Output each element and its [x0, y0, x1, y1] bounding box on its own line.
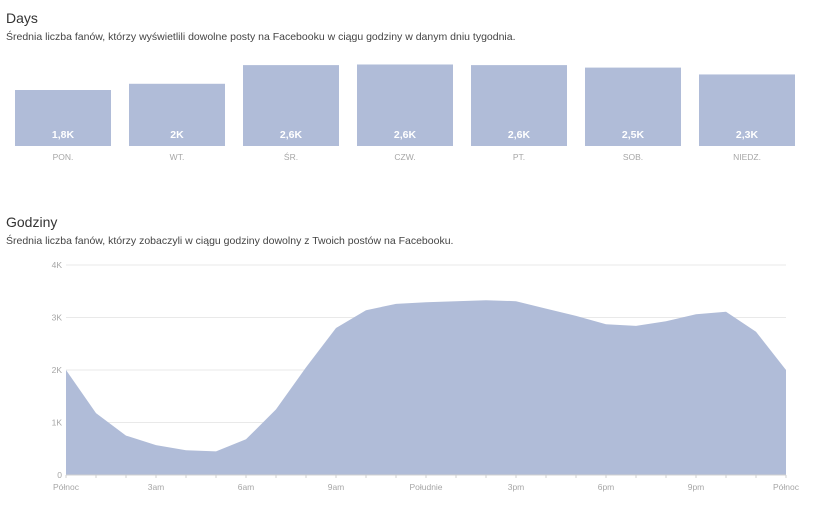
hour-data-point[interactable] — [424, 300, 428, 304]
hour-data-point[interactable] — [544, 307, 548, 311]
hour-data-point[interactable] — [634, 324, 638, 328]
hour-data-point[interactable] — [274, 407, 278, 411]
hour-data-point[interactable] — [604, 322, 608, 326]
x-tick-label: Północ — [773, 482, 800, 492]
y-tick-label: 2K — [52, 365, 63, 375]
y-tick-label: 1K — [52, 418, 63, 428]
bar-value-label: 2,5K — [622, 129, 645, 141]
bar-6[interactable] — [585, 67, 681, 146]
hour-data-point[interactable] — [334, 326, 338, 330]
bar-value-label: 1,8K — [52, 129, 75, 141]
hour-data-point[interactable] — [694, 312, 698, 316]
day-axis-label: PT. — [513, 152, 525, 162]
hours-area-series[interactable] — [66, 300, 786, 475]
hour-data-point[interactable] — [304, 365, 308, 369]
x-tick-label: 3am — [148, 482, 165, 492]
bar-value-label: 2,6K — [394, 129, 417, 141]
hour-data-point[interactable] — [454, 299, 458, 303]
hour-data-point[interactable] — [394, 302, 398, 306]
day-axis-label: NIEDZ. — [733, 152, 761, 162]
hour-data-point[interactable] — [784, 368, 788, 372]
hour-data-point[interactable] — [214, 449, 218, 453]
hours-area-chart: 0 1K 2K 3K 4K Północ 3am 6am 9am Południe 3pm 6pm 9p… — [52, 260, 800, 492]
x-tick-label: 9pm — [688, 482, 705, 492]
days-subtitle: Średnia liczba fanów, którzy wyświetlili… — [6, 31, 516, 43]
x-tick-label: Południe — [409, 482, 442, 492]
hours-subtitle: Średnia liczba fanów, którzy zobaczyli w… — [6, 235, 454, 247]
hour-data-point[interactable] — [124, 434, 128, 438]
bar-7[interactable] — [699, 74, 795, 146]
day-axis-label: PON. — [53, 152, 74, 162]
hours-title: Godziny — [6, 214, 58, 230]
hour-data-point[interactable] — [514, 299, 518, 303]
hour-data-point[interactable] — [664, 319, 668, 323]
hour-data-point[interactable] — [94, 411, 98, 415]
days-bar-chart: 1,8K PON. 2K WT. 2,6K ŚR. 2,6K CZW. 2,6K PT. 2,5K S… — [15, 64, 795, 162]
hour-data-point[interactable] — [724, 310, 728, 314]
bar-3[interactable] — [243, 65, 339, 146]
x-tick-label: 9am — [328, 482, 345, 492]
hour-data-point[interactable] — [574, 314, 578, 318]
bar-value-label: 2,6K — [508, 129, 531, 141]
days-title: Days — [6, 10, 38, 26]
hour-data-point[interactable] — [154, 443, 158, 447]
hour-data-point[interactable] — [484, 298, 488, 302]
hour-data-point[interactable] — [754, 330, 758, 334]
bar-value-label: 2K — [170, 129, 184, 141]
x-tick-label: 6am — [238, 482, 255, 492]
bar-value-label: 2,3K — [736, 129, 759, 141]
x-tick-label: 3pm — [508, 482, 525, 492]
hour-data-point[interactable] — [184, 448, 188, 452]
hour-data-point[interactable] — [64, 368, 68, 372]
bar-2[interactable] — [129, 83, 225, 146]
bar-value-label: 2,6K — [280, 129, 303, 141]
day-axis-label: WT. — [170, 152, 185, 162]
hour-data-point[interactable] — [244, 437, 248, 441]
x-tick-label: Północ — [53, 482, 80, 492]
day-axis-label: ŚR. — [284, 151, 298, 162]
day-axis-label: SOB. — [623, 152, 643, 162]
bar-1[interactable] — [15, 90, 111, 146]
x-tick-label: 6pm — [598, 482, 615, 492]
y-tick-label: 3K — [52, 313, 63, 323]
y-tick-label: 4K — [52, 260, 63, 270]
day-axis-label: CZW. — [394, 152, 415, 162]
y-tick-label: 0 — [57, 470, 62, 480]
bar-5[interactable] — [471, 65, 567, 146]
bar-4[interactable] — [357, 64, 453, 146]
hour-data-point[interactable] — [364, 308, 368, 312]
